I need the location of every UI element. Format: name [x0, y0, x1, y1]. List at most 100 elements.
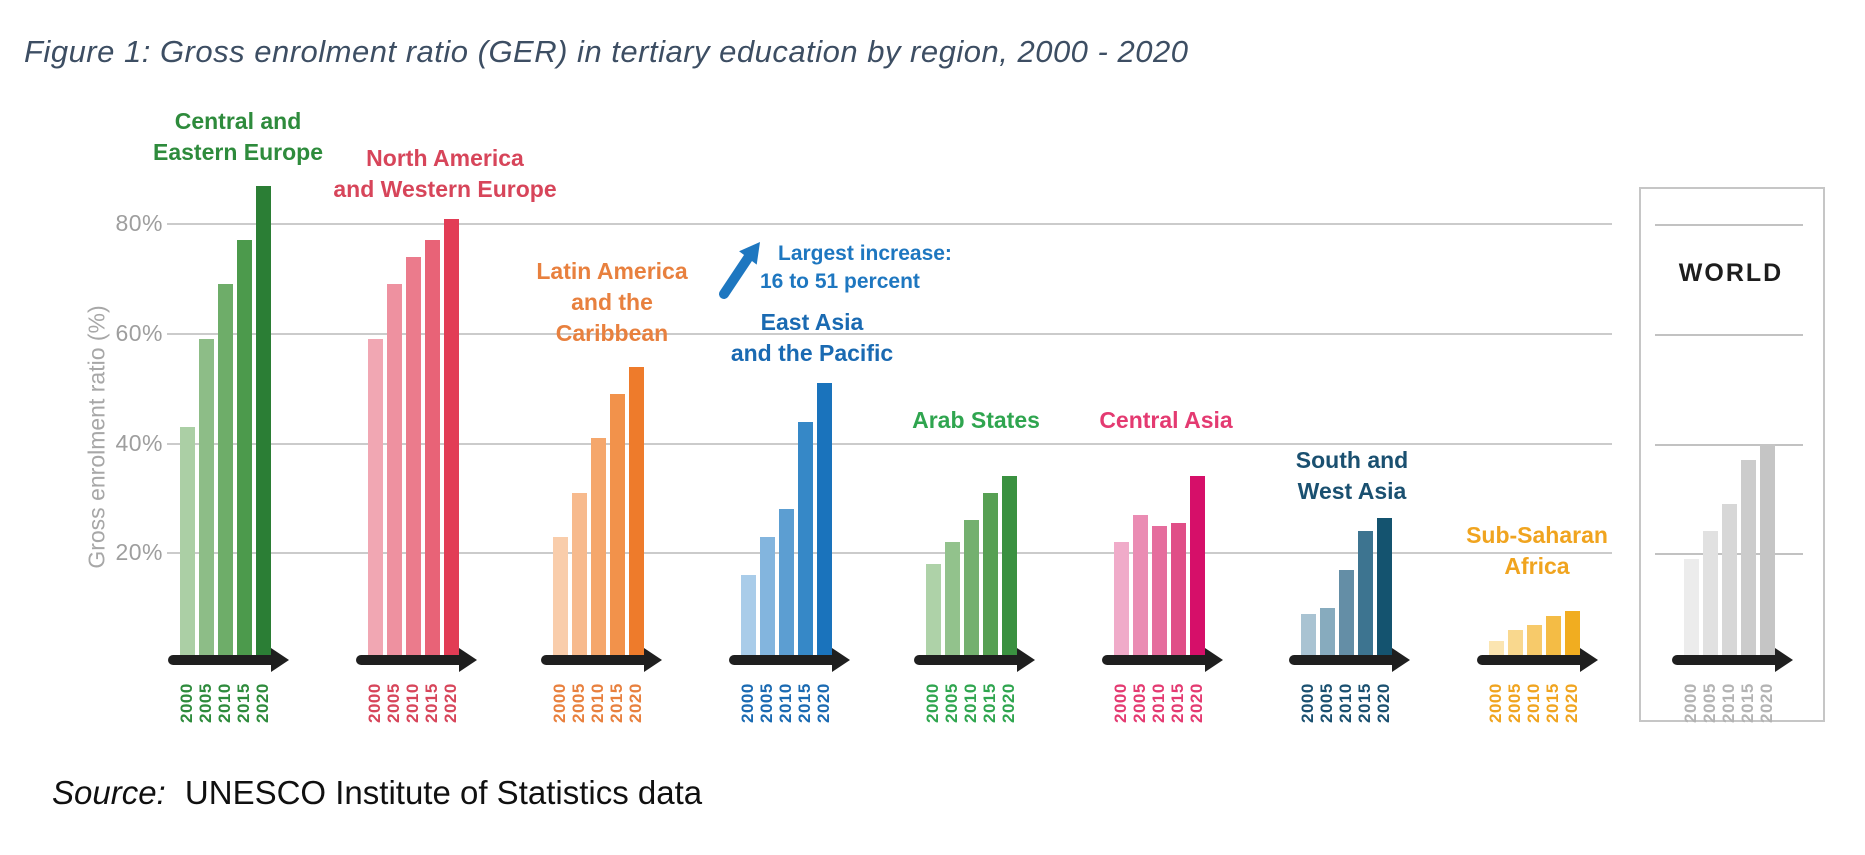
- increase-arrow-icon: [719, 242, 760, 299]
- bar-arab-states-2005: [945, 542, 960, 663]
- bar-latin-america-and-the-caribbean-2005: [572, 492, 587, 663]
- y-tick-60: 60%: [115, 319, 163, 346]
- bar-world-2010: [1722, 503, 1737, 663]
- source-text: UNESCO Institute of Statistics data: [184, 774, 703, 811]
- source-line: Source: UNESCO Institute of Statistics d…: [52, 774, 702, 812]
- bar-sub-saharan-africa-2015: [1546, 616, 1561, 663]
- year-label-south-and-west-asia-2000: 2000: [1298, 683, 1317, 723]
- year-label-central-asia-2015: 2015: [1168, 683, 1187, 723]
- year-label-latin-america-and-the-caribbean-2015: 2015: [607, 683, 626, 723]
- year-label-central-and-eastern-europe-2005: 2005: [196, 683, 215, 723]
- year-label-central-asia-2005: 2005: [1130, 683, 1149, 723]
- year-label-latin-america-and-the-caribbean-2010: 2010: [588, 683, 607, 723]
- region-label-world: WORLD: [1678, 259, 1784, 287]
- bar-east-asia-and-the-pacific-2020: [817, 383, 832, 663]
- bar-arab-states-2010: [964, 520, 979, 663]
- bar-south-and-west-asia-2020: [1377, 517, 1392, 663]
- bar-central-and-eastern-europe-2005: [199, 339, 214, 663]
- gridline-80: [167, 223, 1612, 225]
- gridline-40: [167, 442, 1612, 445]
- bar-latin-america-and-the-caribbean-2000: [553, 536, 568, 663]
- year-label-central-asia-2000: 2000: [1111, 683, 1130, 723]
- region-label-central-asia: Central Asia: [1099, 407, 1233, 433]
- bar-arab-states-2015: [983, 492, 998, 663]
- year-label-central-and-eastern-europe-2015: 2015: [234, 683, 253, 723]
- bar-world-2020: [1760, 443, 1775, 663]
- bar-south-and-west-asia-2010: [1339, 569, 1354, 663]
- bar-world-2015: [1741, 459, 1756, 663]
- year-label-east-asia-and-the-pacific-2015: 2015: [795, 683, 814, 723]
- bar-world-2005: [1703, 531, 1718, 663]
- bar-east-asia-and-the-pacific-2000: [741, 575, 756, 663]
- x-axis-arrow-north-america-and-western-europe: [356, 648, 477, 672]
- y-tick-80: 80%: [115, 210, 163, 236]
- bar-central-and-eastern-europe-2010: [218, 284, 233, 663]
- region-label-east-asia-and-the-pacific: East Asia and the Pacific: [730, 309, 894, 366]
- annotation-line-2: 16 to 51 percent: [760, 270, 920, 293]
- year-label-world-2000: 2000: [1681, 683, 1700, 723]
- year-label-central-asia-2010: 2010: [1149, 683, 1168, 723]
- year-label-arab-states-2000: 2000: [923, 683, 942, 723]
- year-label-east-asia-and-the-pacific-2020: 2020: [814, 683, 833, 723]
- year-label-world-2010: 2010: [1719, 683, 1738, 723]
- bar-central-asia-2010: [1152, 525, 1167, 663]
- year-label-north-america-and-western-europe-2020: 2020: [441, 683, 460, 723]
- bar-north-america-and-western-europe-2000: [368, 339, 383, 663]
- year-label-arab-states-2015: 2015: [980, 683, 999, 723]
- bar-sub-saharan-africa-2010: [1527, 624, 1542, 663]
- bar-north-america-and-western-europe-2020: [444, 218, 459, 663]
- bar-sub-saharan-africa-2005: [1508, 630, 1523, 663]
- year-label-east-asia-and-the-pacific-2010: 2010: [776, 683, 795, 723]
- bar-east-asia-and-the-pacific-2015: [798, 421, 813, 663]
- bar-south-and-west-asia-2015: [1358, 531, 1373, 663]
- bar-central-asia-2020: [1190, 476, 1205, 663]
- region-label-south-and-west-asia: South and West Asia: [1295, 447, 1409, 504]
- bar-latin-america-and-the-caribbean-2010: [591, 438, 606, 663]
- bar-north-america-and-western-europe-2010: [406, 256, 421, 663]
- source-prefix: Source:: [52, 774, 166, 811]
- annotation-line-1: Largest increase:: [778, 242, 952, 265]
- year-label-sub-saharan-africa-2010: 2010: [1524, 683, 1543, 723]
- year-label-east-asia-and-the-pacific-2005: 2005: [757, 683, 776, 723]
- y-tick-40: 40%: [115, 429, 163, 456]
- gridline-60: [167, 332, 1612, 335]
- region-label-latin-america-and-the-caribbean: Latin America and the Caribbean: [536, 258, 688, 346]
- year-label-latin-america-and-the-caribbean-2005: 2005: [569, 683, 588, 723]
- bar-central-and-eastern-europe-2000: [180, 427, 195, 663]
- year-label-south-and-west-asia-2020: 2020: [1374, 683, 1393, 723]
- bar-east-asia-and-the-pacific-2010: [779, 509, 794, 663]
- figure-title: Figure 1: Gross enrolment ratio (GER) in…: [24, 34, 1189, 69]
- year-label-sub-saharan-africa-2015: 2015: [1543, 683, 1562, 723]
- x-axis-arrow-latin-america-and-the-caribbean: [541, 648, 662, 672]
- bar-latin-america-and-the-caribbean-2015: [610, 394, 625, 663]
- world-box-gridline-60: [1655, 333, 1803, 336]
- bar-central-asia-2005: [1133, 514, 1148, 663]
- world-box-gridline-80: [1655, 224, 1803, 226]
- year-label-north-america-and-western-europe-2010: 2010: [403, 683, 422, 723]
- bar-central-asia-2015: [1171, 523, 1186, 663]
- year-label-arab-states-2005: 2005: [942, 683, 961, 723]
- bar-arab-states-2000: [926, 564, 941, 663]
- x-axis-arrow-central-and-eastern-europe: [168, 648, 289, 672]
- x-axis-arrow-central-asia: [1102, 648, 1223, 672]
- world-box-gridline-40: [1655, 443, 1803, 446]
- year-label-latin-america-and-the-caribbean-2020: 2020: [626, 683, 645, 723]
- year-label-central-and-eastern-europe-2000: 2000: [177, 683, 196, 723]
- bar-south-and-west-asia-2000: [1301, 613, 1316, 663]
- bar-world-2000: [1684, 558, 1699, 663]
- x-axis-arrow-arab-states: [914, 648, 1035, 672]
- gridline-20: [167, 552, 1612, 555]
- x-axis-arrow-sub-saharan-africa: [1477, 648, 1598, 672]
- x-axis-arrow-south-and-west-asia: [1289, 648, 1410, 672]
- year-label-latin-america-and-the-caribbean-2000: 2000: [550, 683, 569, 723]
- region-label-north-america-and-western-europe: North America and Western Europe: [333, 145, 557, 202]
- x-axis-arrow-world: [1672, 648, 1793, 672]
- bar-south-and-west-asia-2005: [1320, 608, 1335, 663]
- year-label-central-and-eastern-europe-2010: 2010: [215, 683, 234, 723]
- x-axis-arrow-east-asia-and-the-pacific: [729, 648, 850, 672]
- year-label-south-and-west-asia-2015: 2015: [1355, 683, 1374, 723]
- year-label-north-america-and-western-europe-2015: 2015: [422, 683, 441, 723]
- bar-latin-america-and-the-caribbean-2020: [629, 366, 644, 663]
- bar-central-asia-2000: [1114, 542, 1129, 663]
